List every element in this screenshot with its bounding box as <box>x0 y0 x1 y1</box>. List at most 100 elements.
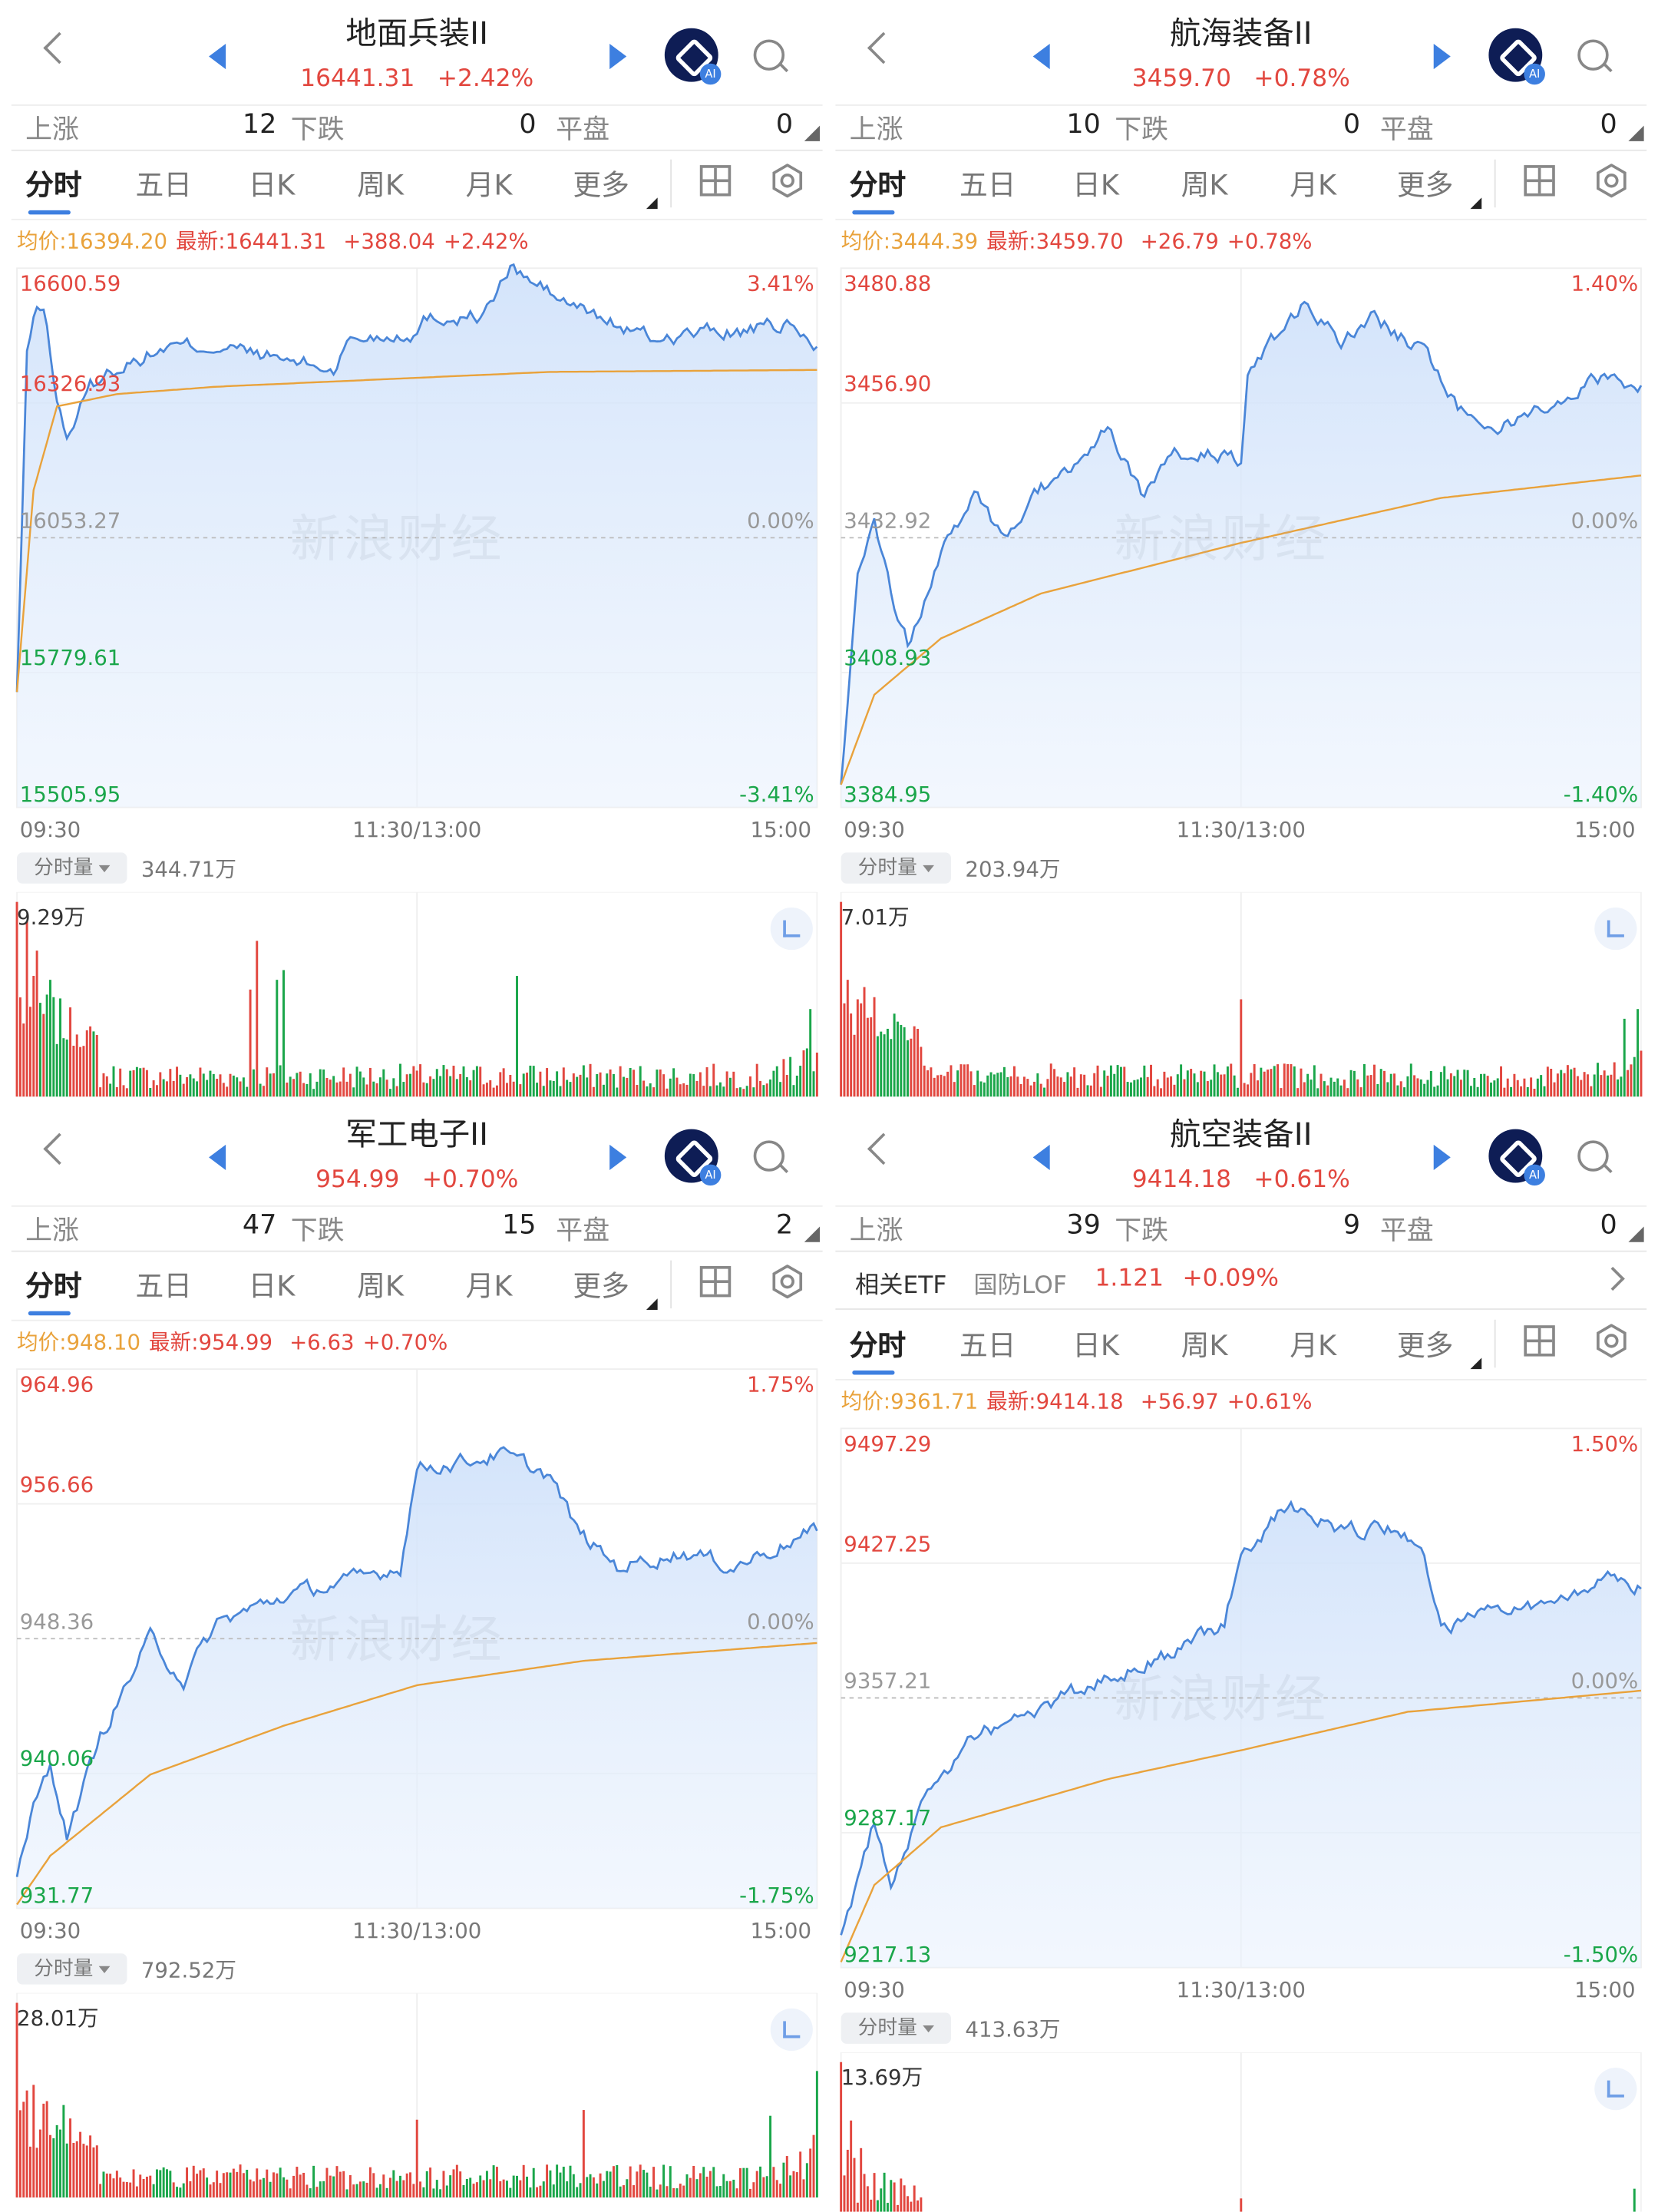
up-count: 47 <box>242 1209 277 1241</box>
search-icon[interactable] <box>1577 39 1609 71</box>
volume-bar <box>1150 1064 1152 1097</box>
quote-info-line: 均价:9361.71 最新:9414.18 +56.97 +0.61% <box>841 1386 1321 1416</box>
advance-decline-row[interactable]: 上涨 12 下跌 0 平盘 0 <box>11 104 823 151</box>
volume-bar <box>226 1086 229 1097</box>
price-chart[interactable]: 新浪财经 16600.59 16326.93 16053.27 15779.61 1550… <box>12 261 823 812</box>
layout-grid-icon[interactable] <box>1524 1325 1555 1357</box>
advance-decline-row[interactable]: 上涨 10 下跌 0 平盘 0 <box>835 104 1647 151</box>
volume-indicator-dropdown[interactable]: 分时量 <box>17 1953 127 1985</box>
settings-icon[interactable] <box>1594 1324 1628 1358</box>
tab-daily-k[interactable]: 日K <box>1072 1328 1120 1362</box>
volume-bar <box>765 1083 768 1097</box>
search-icon[interactable] <box>753 1140 785 1172</box>
volume-indicator-dropdown[interactable]: 分时量 <box>841 2012 952 2044</box>
volume-bar <box>1076 1087 1079 1097</box>
expand-chart-icon[interactable] <box>770 2008 813 2052</box>
tab-five-day[interactable]: 五日 <box>959 1328 1016 1362</box>
tab-intraday[interactable]: 分时 <box>25 1268 82 1303</box>
tab-intraday[interactable]: 分时 <box>849 167 907 202</box>
settings-icon[interactable] <box>771 1264 804 1299</box>
tab-weekly-k[interactable]: 周K <box>1181 167 1228 202</box>
volume-bar <box>286 1083 289 1097</box>
expand-chart-icon[interactable] <box>770 908 813 951</box>
volume-bar <box>378 2184 381 2198</box>
volume-bar <box>1486 1076 1489 1097</box>
layout-grid-icon[interactable] <box>699 1265 732 1298</box>
volume-bar <box>452 1066 455 1097</box>
expand-corner-icon[interactable] <box>804 125 821 141</box>
tab-daily-k[interactable]: 日K <box>1072 167 1120 202</box>
y-axis-label: 931.77 <box>19 1883 94 1909</box>
volume-bar <box>1096 1065 1099 1097</box>
volume-bar <box>445 1069 448 1097</box>
volume-indicator-dropdown[interactable]: 分时量 <box>841 852 952 884</box>
volume-bar <box>639 1066 642 1097</box>
previous-index-arrow-icon[interactable] <box>209 1144 226 1170</box>
volume-bar <box>435 2180 438 2198</box>
price-chart[interactable]: 新浪财经 964.96 956.66 948.36 940.06 931.77 1.75% 0… <box>12 1362 823 1913</box>
tab-five-day[interactable]: 五日 <box>135 167 193 202</box>
settings-icon[interactable] <box>1594 163 1628 198</box>
expand-corner-icon[interactable] <box>1628 125 1644 141</box>
tab-monthly-k[interactable]: 月K <box>1290 1328 1337 1362</box>
ai-assistant-icon[interactable]: AI <box>1488 28 1545 85</box>
search-icon[interactable] <box>753 39 785 71</box>
layout-grid-icon[interactable] <box>699 165 732 197</box>
ai-assistant-icon[interactable]: AI <box>664 1129 722 1186</box>
next-index-arrow-icon[interactable] <box>609 43 627 70</box>
expand-chart-icon[interactable] <box>1594 908 1637 951</box>
tab-five-day[interactable]: 五日 <box>135 1268 193 1303</box>
tab-daily-k[interactable]: 日K <box>248 167 296 202</box>
next-index-arrow-icon[interactable] <box>1433 1144 1451 1170</box>
volume-bar <box>389 2177 391 2198</box>
tab-daily-k[interactable]: 日K <box>248 1268 296 1303</box>
stock-panel: 军工电子II 954.99 +0.70% AI 上涨 47 下跌 15 平盘 2 分时 五日 日K 周K 月… <box>11 1100 823 2212</box>
tab-intraday[interactable]: 分时 <box>849 1328 907 1362</box>
tab-more[interactable]: 更多 <box>1396 167 1454 202</box>
tab-monthly-k[interactable]: 月K <box>465 167 513 202</box>
etf-chevron-right-icon[interactable] <box>1600 1266 1625 1291</box>
ai-assistant-icon[interactable]: AI <box>664 28 722 85</box>
tab-more[interactable]: 更多 <box>573 167 629 202</box>
volume-bar <box>72 2142 75 2198</box>
volume-bar <box>352 2184 355 2198</box>
volume-bar <box>596 2183 599 2198</box>
tab-weekly-k[interactable]: 周K <box>357 1268 404 1303</box>
tab-more[interactable]: 更多 <box>573 1268 629 1303</box>
advance-decline-row[interactable]: 上涨 39 下跌 9 平盘 0 <box>835 1205 1647 1252</box>
expand-corner-icon[interactable] <box>804 1226 821 1242</box>
tab-monthly-k[interactable]: 月K <box>1290 167 1337 202</box>
current-price: 16441.31 <box>300 64 415 94</box>
next-index-arrow-icon[interactable] <box>1433 43 1451 70</box>
price-chart[interactable]: 新浪财经 9497.29 9427.25 9357.21 9287.17 9217.13 1… <box>835 1421 1646 1972</box>
search-icon[interactable] <box>1577 1140 1609 1172</box>
volume-bar <box>772 2167 775 2198</box>
advance-decline-row[interactable]: 上涨 47 下跌 15 平盘 2 <box>11 1205 823 1252</box>
volume-bar <box>365 1084 368 1097</box>
volume-bar <box>1029 1085 1032 1097</box>
tab-monthly-k[interactable]: 月K <box>465 1268 513 1303</box>
volume-indicator-dropdown[interactable]: 分时量 <box>17 852 127 884</box>
settings-icon[interactable] <box>771 163 804 198</box>
previous-index-arrow-icon[interactable] <box>209 43 226 70</box>
next-index-arrow-icon[interactable] <box>609 1144 627 1170</box>
previous-index-arrow-icon[interactable] <box>1032 43 1050 70</box>
tab-weekly-k[interactable]: 周K <box>1181 1328 1228 1362</box>
price-chart[interactable]: 新浪财经 3480.88 3456.90 3432.92 3408.93 3384.95 1… <box>835 261 1646 812</box>
volume-bar <box>626 1077 629 1097</box>
tab-weekly-k[interactable]: 周K <box>357 167 404 202</box>
tab-more[interactable]: 更多 <box>1396 1328 1454 1362</box>
avg-price: 均价:948.10 <box>17 1330 149 1355</box>
expand-corner-icon[interactable] <box>1628 1226 1644 1242</box>
volume-bar <box>196 1081 199 1097</box>
related-etf-row[interactable]: 相关ETF 国防LOF 1.121 +0.09% <box>835 1249 1647 1310</box>
previous-index-arrow-icon[interactable] <box>1032 1144 1050 1170</box>
index-title: 军工电子II <box>345 1117 489 1153</box>
expand-chart-icon[interactable] <box>1594 2068 1637 2111</box>
tab-five-day[interactable]: 五日 <box>959 167 1016 202</box>
layout-grid-icon[interactable] <box>1524 165 1555 197</box>
tab-intraday[interactable]: 分时 <box>25 167 82 202</box>
volume-bar <box>569 1082 572 1097</box>
volume-bar <box>1573 1067 1576 1097</box>
ai-assistant-icon[interactable]: AI <box>1488 1129 1545 1186</box>
